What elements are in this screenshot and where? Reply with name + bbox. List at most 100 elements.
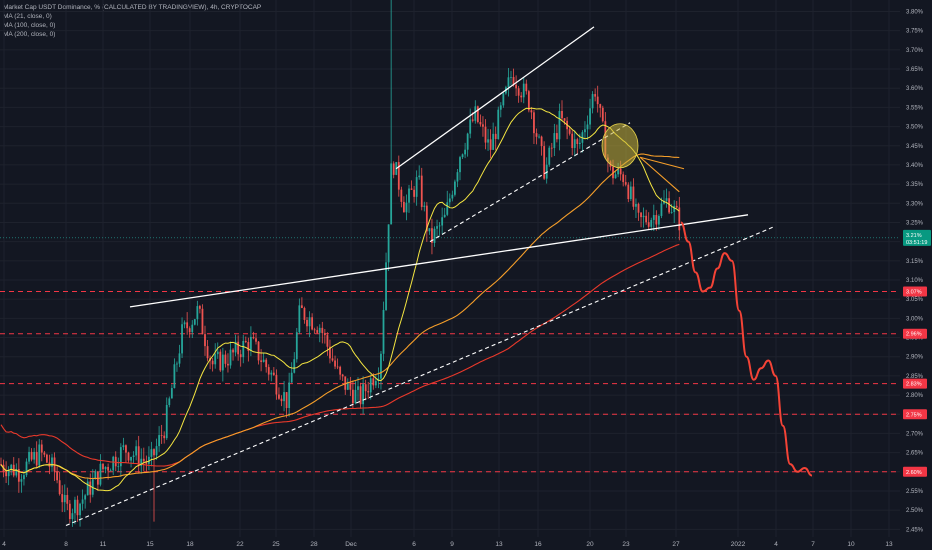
y-tick-label: 3.65% (906, 67, 924, 73)
candle-body (125, 445, 127, 453)
candle-body (390, 163, 393, 225)
candle-body (617, 168, 619, 175)
candle-body (571, 133, 574, 148)
candle-body (196, 306, 199, 320)
candle-body (181, 324, 183, 354)
candle-body (451, 194, 454, 199)
candle-body (28, 451, 30, 462)
candle-body (530, 110, 533, 113)
current-price-timer: 03:51:19 (906, 240, 927, 246)
price-axis[interactable]: 3.80% 3.75% 3.70% 3.65% 3.60% 3.55% 3.50% 3.45%… (903, 10, 931, 534)
horizontal-levels (0, 237, 900, 473)
candle-body (323, 333, 326, 336)
candle-body (553, 133, 556, 149)
candle-body (410, 188, 413, 190)
y-tick-label: 2.55% (906, 489, 924, 495)
candle-body (466, 133, 469, 150)
y-tick-label: 3.00% (906, 316, 924, 322)
candle-body (372, 378, 375, 386)
x-tick-label: 25 (272, 541, 280, 548)
x-tick-label: 4 (2, 541, 6, 548)
candle-body (35, 451, 38, 466)
candle-body (403, 201, 405, 213)
candle-body (619, 168, 622, 175)
candle-body (573, 139, 576, 148)
y-tick-label: 2.85% (906, 374, 924, 380)
y-tick-label: 3.55% (906, 105, 924, 111)
candle-body (25, 461, 28, 476)
candle-body (558, 110, 561, 140)
candle-body (385, 262, 387, 310)
candle-body (594, 94, 597, 97)
legend-ma100[interactable]: MA (100, close, 0) (3, 22, 56, 29)
candle-body (204, 334, 206, 347)
candle-body (405, 202, 408, 213)
candle-body (247, 342, 250, 351)
candle-body (637, 203, 640, 213)
candle-body (74, 499, 76, 514)
candle-body (642, 215, 645, 218)
support-trendline (65, 225, 776, 526)
candle-body (525, 83, 528, 92)
y-tick-label: 3.35% (906, 182, 924, 188)
level-badge-label: 2.60% (906, 470, 922, 476)
candle-body (170, 388, 173, 399)
candle-body (640, 212, 642, 218)
candle-body (214, 354, 217, 365)
x-tick-label: 10 (847, 541, 855, 548)
candle-body (132, 455, 135, 458)
candle-body (193, 319, 196, 325)
candle-body (316, 330, 319, 333)
level-badge (903, 409, 927, 420)
candle-body (331, 358, 334, 361)
candle-body (522, 83, 525, 98)
candle-body (346, 382, 349, 390)
candle-body (515, 84, 517, 89)
y-tick-label: 3.50% (906, 125, 924, 131)
candle-body (660, 203, 663, 216)
y-tick-label: 2.70% (906, 431, 924, 437)
candle-body (153, 449, 155, 456)
candle-body (313, 329, 316, 331)
candle-body (487, 139, 489, 143)
candle-body (321, 327, 324, 334)
candle-body (670, 212, 673, 213)
candle-body (145, 461, 148, 464)
trend-drawings (65, 26, 776, 526)
candle-body (362, 384, 364, 405)
candle-body (252, 336, 255, 339)
candle-body (329, 346, 331, 359)
candle-body (33, 451, 36, 460)
y-tick-label: 3.80% (906, 10, 924, 16)
candle-body (387, 224, 390, 263)
y-tick-label: 3.60% (906, 86, 924, 92)
y-tick-label: 2.50% (906, 508, 924, 514)
candle-body (199, 306, 201, 309)
candle-body (119, 447, 122, 467)
ma100-extension (639, 156, 685, 193)
y-tick-label: 3.15% (906, 259, 924, 265)
candle-body (584, 129, 586, 133)
level-badge (903, 328, 927, 339)
ma21-line (0, 107, 680, 492)
candle-body (15, 468, 18, 476)
candle-body (275, 374, 278, 395)
legend-ma200[interactable]: MA (200, close, 0) (3, 31, 56, 38)
chart-legend: Market Cap USDT Dominance, % (CALCULATED… (3, 3, 261, 39)
candle-body (63, 495, 66, 503)
legend-ma21[interactable]: MA (21, close, 0) (3, 13, 52, 20)
y-tick-label: 3.05% (906, 297, 924, 303)
candle-body (270, 372, 273, 375)
candle-body (431, 228, 433, 243)
candle-body (568, 129, 571, 134)
candle-body (288, 382, 291, 409)
candle-body (176, 363, 178, 365)
x-tick-label: 9 (450, 541, 454, 548)
time-axis[interactable]: 4 8 11 15 18 22 25 28 Dec 6 9 13 16 20 23 27 2022 4 7 10 13 (2, 541, 893, 548)
candle-body (461, 154, 464, 158)
candle-body (112, 456, 115, 471)
level-badge (903, 286, 927, 297)
candle-body (130, 457, 132, 461)
chart-grid (0, 0, 900, 537)
